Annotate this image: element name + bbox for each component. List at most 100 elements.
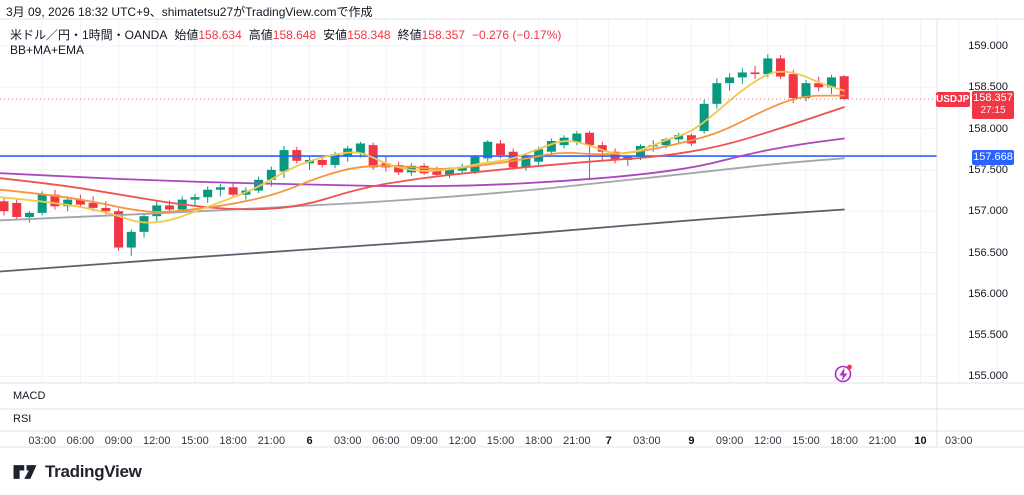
overlay-ema-fast-yellow [0, 70, 845, 224]
notification-dot [847, 364, 852, 370]
candlestick-chart[interactable] [0, 0, 1024, 455]
tradingview-logo-icon [13, 465, 37, 479]
overlay-ma-purple [0, 137, 845, 188]
candle-body [699, 103, 709, 132]
time-axis-label: 12:00 [448, 435, 477, 447]
time-axis-label: 03:00 [944, 435, 973, 447]
candle-body [88, 202, 98, 208]
candle-body [0, 201, 9, 212]
candle-body [126, 231, 136, 248]
candle-body [114, 211, 124, 248]
attribution-text: 3月 09, 2026 18:32 UTC+9、shimatetsu27がTra… [6, 5, 373, 19]
ohlc-close: 終値158.357 [397, 28, 465, 42]
candle-body [266, 169, 276, 180]
rsi-panel-label[interactable]: RSI [13, 413, 32, 425]
indicator-label[interactable]: BB+MA+EMA [10, 43, 85, 57]
candle-body [394, 164, 404, 173]
time-axis-label: 15:00 [792, 435, 820, 447]
time-axis-label: 06:00 [372, 435, 400, 447]
time-axis-label: 9 [688, 435, 695, 447]
candle-body [190, 197, 200, 200]
candle-body [12, 202, 22, 217]
candle-body [317, 159, 327, 165]
overlay-ma-200-dark [0, 208, 845, 273]
candle-body [814, 83, 824, 88]
time-axis-label: 6 [306, 435, 313, 447]
candle-body [457, 166, 467, 171]
candle-body [279, 150, 289, 172]
candle-body [839, 76, 849, 100]
candle-body [597, 145, 607, 152]
time-axis-label: 09:00 [715, 435, 744, 447]
candle-body [419, 165, 429, 174]
time-axis-label: 10 [914, 435, 927, 447]
candle-body [164, 205, 174, 210]
time-axis-label: 12:00 [754, 435, 782, 447]
price-axis-label: 156.500 [968, 246, 1008, 259]
candle-body [330, 154, 340, 165]
candle-body [50, 194, 60, 207]
price-axis-label: 158.000 [968, 122, 1008, 135]
candle-body [737, 72, 747, 78]
level-price-badge: 157.668 [972, 150, 1014, 165]
candle-body [355, 143, 365, 154]
candle-body [37, 194, 47, 213]
overlay-ema-slow-orange [0, 94, 845, 213]
time-axis-label: 15:00 [181, 435, 209, 447]
time-axis-label: 7 [605, 435, 612, 447]
last-price-badge: 158.357 27:15 [972, 91, 1014, 119]
candle-body [750, 72, 760, 75]
time-axis-label: 21:00 [563, 435, 591, 447]
price-axis-label: 157.000 [968, 205, 1008, 218]
candle-body [24, 212, 34, 217]
symbol-title[interactable]: 米ドル／円・1時間・OANDA [10, 28, 168, 42]
candle-body [228, 187, 238, 195]
macd-panel-label[interactable]: MACD [13, 390, 46, 402]
candle-body [521, 155, 531, 168]
time-axis-label: 18:00 [830, 435, 858, 447]
candle-body [75, 199, 85, 205]
candle-body [686, 135, 696, 144]
ohlc-high: 高値158.648 [248, 28, 317, 42]
candle-body [661, 139, 671, 146]
overlay-ma-gray [0, 157, 845, 222]
candle-body [483, 141, 493, 159]
candle-body [495, 143, 505, 156]
bar-countdown: 27:15 [980, 105, 1006, 116]
symbol-badge: USDJPY [936, 92, 977, 107]
candle-body [101, 207, 111, 212]
price-axis-label: 158.500 [968, 81, 1008, 94]
ohlc-open: 始値158.634 [174, 28, 242, 42]
tradingview-logo[interactable]: TradingView [12, 461, 142, 483]
candle-body [546, 140, 556, 152]
overlay-ma-red [0, 106, 845, 211]
candle-body [152, 205, 162, 217]
time-axis-label: 03:00 [28, 435, 56, 447]
price-axis-label: 159.000 [968, 40, 1008, 52]
candle-body [725, 77, 735, 84]
candle-body [203, 189, 213, 198]
candle-body [432, 170, 442, 175]
last-price-value: 158.357 [973, 92, 1013, 104]
time-axis-label: 06:00 [66, 435, 95, 447]
candle-body [674, 135, 684, 140]
candle-body [801, 83, 811, 99]
price-axis-label: 157.500 [968, 163, 1008, 176]
candle-body [139, 216, 149, 232]
time-axis-label: 21:00 [868, 435, 897, 447]
time-axis-label: 18:00 [219, 435, 247, 447]
candle-body [585, 132, 595, 146]
candle-body [776, 58, 786, 77]
candle-body [788, 74, 798, 99]
candle-body [215, 187, 225, 190]
candle-body [572, 133, 582, 142]
candle-body [826, 77, 836, 88]
time-axis-label: 09:00 [104, 435, 133, 447]
time-axis-label: 18:00 [524, 435, 553, 447]
lightning-refresh-icon[interactable] [834, 364, 852, 383]
price-axis-label: 156.000 [968, 287, 1008, 300]
tradingview-logo-text: TradingView [45, 462, 142, 481]
time-axis-label: 21:00 [257, 435, 286, 447]
time-axis-label: 09:00 [410, 435, 438, 447]
